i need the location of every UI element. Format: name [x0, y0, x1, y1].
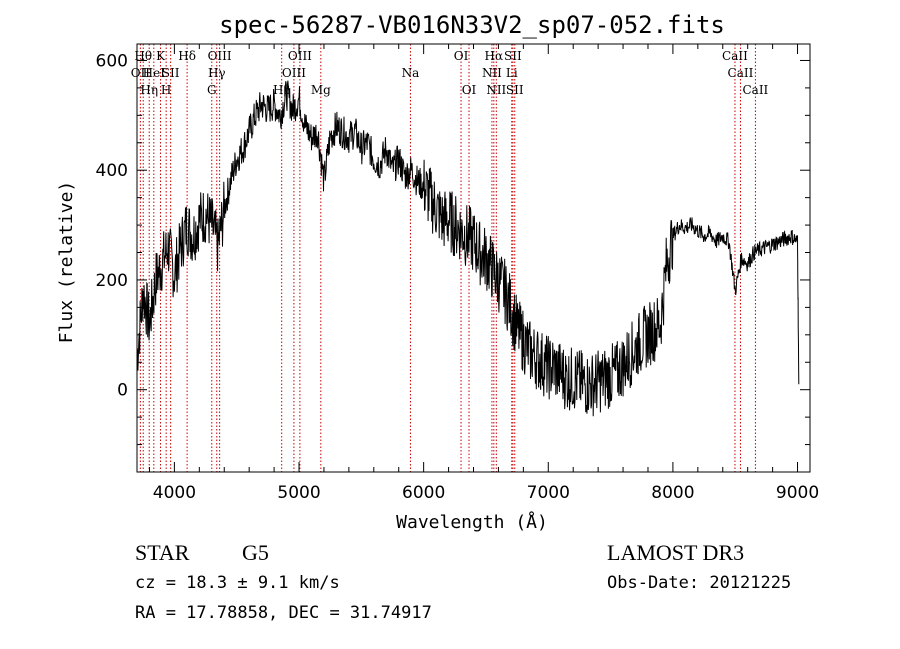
y-tick-label: 400 — [96, 161, 128, 181]
spectral-line-label: CaII — [742, 83, 768, 97]
object-class: STAR — [135, 540, 190, 565]
y-tick-label: 200 — [96, 271, 128, 291]
spectral-line-label: OI — [462, 83, 477, 97]
spectral-line-label: Hα — [485, 49, 504, 63]
spectral-line-label: OI — [454, 49, 469, 63]
spectral-line-label: Na — [402, 66, 420, 80]
flux-line — [136, 80, 800, 417]
survey-name: LAMOST DR3 — [607, 540, 745, 565]
x-tick-label: 5000 — [277, 483, 320, 503]
x-axis-label: Wavelength (Å) — [396, 511, 548, 533]
spectral-line-label: SII — [506, 83, 524, 97]
spectral-line-label: OIII — [288, 49, 312, 63]
spectral-line-label: H — [161, 83, 171, 97]
spectral-line-label: OIII — [208, 49, 232, 63]
obs-date: Obs-Date: 20121225 — [607, 573, 792, 593]
spectral-line-label: CaII — [728, 66, 754, 80]
object-subclass: G5 — [242, 540, 269, 565]
spectral-line-label: HeI — [143, 66, 166, 80]
spectral-line-label: Hδ — [178, 49, 196, 63]
x-tick-label: 9000 — [776, 483, 819, 503]
spectral-line-label: OIII — [282, 66, 306, 80]
y-tick-label: 600 — [96, 51, 128, 71]
x-tick-label: 8000 — [651, 483, 694, 503]
spectral-line-label: K — [156, 49, 166, 63]
spectral-line-label: SII — [162, 66, 180, 80]
y-axis-ticks: 0 200 400 600 — [96, 51, 810, 446]
spectral-line-label: CaII — [722, 49, 748, 63]
spectral-line-label: Hγ — [208, 66, 226, 80]
x-tick-label: 4000 — [153, 483, 196, 503]
spectral-line-label: Hη — [140, 83, 158, 97]
spectral-line-labels: OIIHθHηHeIKHSIIHδGHγOIIIHβOIIIOIIIMgNaOI… — [131, 49, 769, 97]
spectral-line-label: Hθ — [134, 49, 152, 63]
ra-dec-coords: RA = 17.78858, DEC = 31.74917 — [135, 603, 432, 623]
x-tick-label: 6000 — [402, 483, 445, 503]
spectral-line-label: OII — [131, 66, 151, 80]
y-tick-label: 0 — [117, 381, 128, 401]
x-tick-label: 7000 — [527, 483, 570, 503]
y-axis-label: Flux (relative) — [56, 181, 77, 344]
spectral-line-label: NII — [486, 83, 506, 97]
plot-frame — [136, 43, 811, 473]
spectral-line-label: NII — [482, 66, 502, 80]
spectral-line-markers — [139, 44, 756, 472]
spectral-line-label: Li — [506, 66, 518, 80]
redshift-cz: cz = 18.3 ± 9.1 km/s — [135, 573, 340, 593]
spectral-line-label: G — [207, 83, 217, 97]
x-axis-ticks: 4000 5000 6000 7000 8000 9000 — [148, 44, 819, 503]
spectral-line-label: SII — [504, 49, 522, 63]
chart-title: spec-56287-VB016N33V2_sp07-052.fits — [219, 11, 725, 39]
spectral-line-label: Mg — [311, 83, 331, 97]
